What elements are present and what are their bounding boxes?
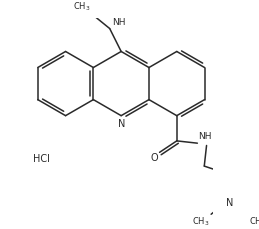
- Text: CH$_3$: CH$_3$: [249, 215, 259, 228]
- Text: NH: NH: [113, 18, 126, 27]
- Text: HCl: HCl: [33, 154, 50, 164]
- Text: CH$_3$: CH$_3$: [73, 0, 90, 13]
- Text: N: N: [118, 119, 125, 128]
- Text: CH$_3$: CH$_3$: [192, 215, 210, 228]
- Text: O: O: [151, 153, 159, 164]
- Text: N: N: [226, 198, 233, 208]
- Text: NH: NH: [199, 132, 212, 142]
